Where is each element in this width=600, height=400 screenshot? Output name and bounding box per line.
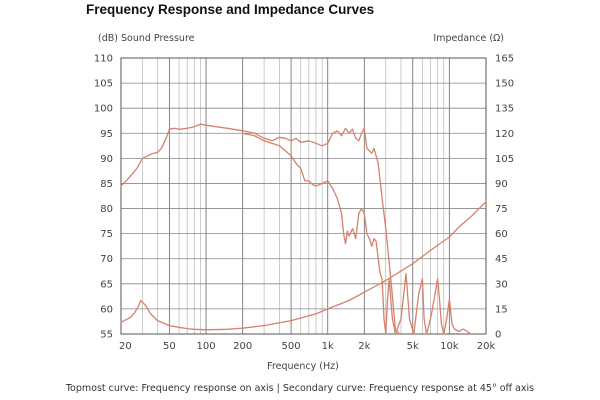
left-tick-label: 80: [100, 204, 113, 215]
right-tick-label: 90: [495, 179, 508, 190]
left-tick-label: 95: [100, 129, 113, 140]
series-line-frequency-response-at-45-off-axis: [242, 132, 387, 335]
left-tick-label: 85: [100, 179, 113, 190]
series-line-off-axis-high-frequency-tail: [385, 273, 472, 335]
major-gridlines: [121, 58, 486, 334]
left-tick-label: 75: [100, 229, 113, 240]
x-tick-label: 10k: [440, 341, 459, 352]
x-tick-labels: 20 50 100 200 500 1k 2k 5k 10k 20k: [119, 341, 495, 352]
plot-background: [121, 58, 486, 334]
left-tick-label: 105: [94, 79, 113, 90]
right-tick-label: 45: [495, 254, 508, 265]
left-tick-label: 110: [94, 54, 113, 65]
right-tick-label: 60: [495, 229, 508, 240]
x-tick-label: 50: [163, 341, 176, 352]
x-tick-label: 200: [233, 341, 252, 352]
left-tick-label: 100: [94, 104, 113, 115]
x-tick-label: 5k: [407, 341, 419, 352]
right-tick-label: 135: [495, 104, 514, 115]
chart-title: Frequency Response and Impedance Curves: [86, 2, 375, 17]
left-tick-label: 55: [100, 330, 113, 341]
left-tick-label: 70: [100, 254, 113, 265]
x-tick-label: 100: [196, 341, 215, 352]
series-line-impedance: [120, 201, 487, 331]
left-tick-labels: 55 60 65 70 75 80 85 90 95 100 105 110: [94, 54, 113, 341]
left-tick-label: 65: [100, 279, 113, 290]
right-tick-label: 30: [495, 279, 508, 290]
left-tick-label: 60: [100, 304, 113, 315]
x-tick-label: 500: [282, 341, 301, 352]
right-tick-label: 120: [495, 129, 514, 140]
chart-caption: Topmost curve: Frequency response on axi…: [65, 383, 534, 394]
right-tick-label: 105: [495, 154, 514, 165]
right-tick-label: 165: [495, 54, 514, 65]
x-tick-label: 2k: [358, 341, 370, 352]
x-tick-label: 20k: [477, 341, 496, 352]
x-tick-label: 1k: [322, 341, 334, 352]
left-axis-title: (dB) Sound Pressure: [98, 33, 195, 44]
plot-frame: [120, 57, 487, 335]
right-tick-label: 150: [495, 79, 514, 90]
left-tick-label: 90: [100, 154, 113, 165]
right-tick-label: 15: [495, 304, 508, 315]
data-series: [120, 123, 487, 335]
x-axis-title: Frequency (Hz): [267, 361, 339, 372]
series-line-frequency-response-on-axis: [120, 123, 401, 335]
right-tick-label: 75: [495, 204, 508, 215]
right-tick-label: 0: [495, 330, 501, 341]
right-axis-title: Impedance (Ω): [433, 33, 504, 44]
right-tick-labels: 0 15 30 45 60 75 90 105 120 135 150 165: [495, 54, 514, 341]
x-tick-label: 20: [119, 341, 132, 352]
